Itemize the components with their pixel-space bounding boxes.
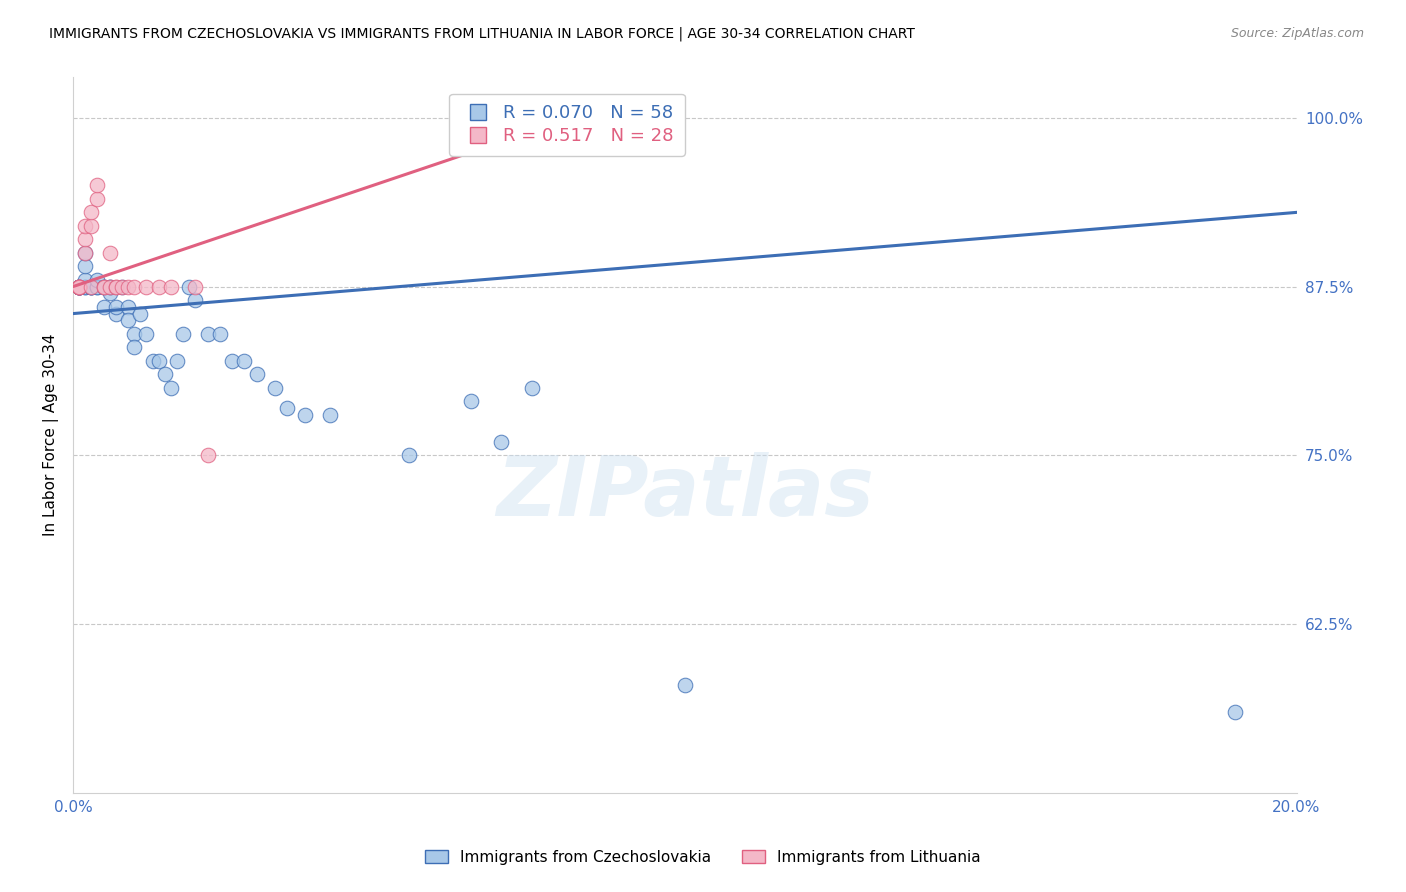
Point	[98, 245, 121, 260]
Point	[166, 353, 188, 368]
Point	[111, 279, 134, 293]
Point	[67, 279, 90, 293]
Point	[80, 279, 103, 293]
Point	[104, 279, 127, 293]
Point	[197, 326, 219, 341]
Point	[172, 326, 194, 341]
Point	[86, 279, 108, 293]
Point	[67, 279, 90, 293]
Text: Source: ZipAtlas.com: Source: ZipAtlas.com	[1230, 27, 1364, 40]
Point	[80, 219, 103, 233]
Point	[80, 205, 103, 219]
Text: ZIPatlas: ZIPatlas	[496, 451, 873, 533]
Point	[160, 279, 183, 293]
Point	[141, 353, 163, 368]
Point	[129, 307, 152, 321]
Point	[135, 326, 157, 341]
Point	[98, 286, 121, 301]
Point	[208, 326, 231, 341]
Point	[67, 279, 90, 293]
Point	[67, 279, 90, 293]
Point	[520, 111, 543, 125]
Point	[75, 279, 97, 293]
Point	[184, 293, 207, 307]
Point	[67, 279, 90, 293]
Point	[264, 381, 287, 395]
Point	[67, 279, 90, 293]
Point	[153, 368, 176, 382]
Point	[160, 381, 183, 395]
Point	[398, 448, 420, 462]
Point	[148, 279, 170, 293]
Point	[117, 300, 139, 314]
Point	[197, 448, 219, 462]
Point	[86, 279, 108, 293]
Point	[1225, 705, 1247, 719]
Point	[98, 279, 121, 293]
Point	[221, 353, 243, 368]
Legend: R = 0.070   N = 58, R = 0.517   N = 28: R = 0.070 N = 58, R = 0.517 N = 28	[449, 94, 685, 156]
Point	[75, 260, 97, 274]
Point	[67, 279, 90, 293]
Point	[67, 279, 90, 293]
Point	[122, 326, 145, 341]
Point	[80, 279, 103, 293]
Point	[460, 394, 482, 409]
Point	[104, 300, 127, 314]
Point	[491, 434, 513, 449]
Point	[122, 279, 145, 293]
Point	[67, 279, 90, 293]
Point	[104, 307, 127, 321]
Point	[86, 273, 108, 287]
Point	[319, 408, 342, 422]
Point	[93, 279, 115, 293]
Point	[75, 219, 97, 233]
Point	[93, 279, 115, 293]
Point	[117, 279, 139, 293]
Point	[75, 245, 97, 260]
Point	[86, 178, 108, 193]
Point	[135, 279, 157, 293]
Text: IMMIGRANTS FROM CZECHOSLOVAKIA VS IMMIGRANTS FROM LITHUANIA IN LABOR FORCE | AGE: IMMIGRANTS FROM CZECHOSLOVAKIA VS IMMIGR…	[49, 27, 915, 41]
Point	[98, 279, 121, 293]
Point	[67, 279, 90, 293]
Point	[93, 279, 115, 293]
Point	[80, 279, 103, 293]
Point	[98, 279, 121, 293]
Point	[294, 408, 316, 422]
Point	[673, 678, 696, 692]
Y-axis label: In Labor Force | Age 30-34: In Labor Force | Age 30-34	[44, 334, 59, 536]
Point	[80, 279, 103, 293]
Point	[245, 368, 267, 382]
Point	[93, 300, 115, 314]
Point	[67, 279, 90, 293]
Point	[148, 353, 170, 368]
Point	[520, 381, 543, 395]
Legend: Immigrants from Czechoslovakia, Immigrants from Lithuania: Immigrants from Czechoslovakia, Immigran…	[419, 844, 987, 871]
Point	[122, 340, 145, 354]
Point	[80, 279, 103, 293]
Point	[67, 279, 90, 293]
Point	[86, 192, 108, 206]
Point	[233, 353, 256, 368]
Point	[75, 245, 97, 260]
Point	[117, 313, 139, 327]
Point	[67, 279, 90, 293]
Point	[93, 279, 115, 293]
Point	[111, 279, 134, 293]
Point	[276, 401, 298, 415]
Point	[75, 273, 97, 287]
Point	[104, 279, 127, 293]
Point	[75, 232, 97, 246]
Point	[184, 279, 207, 293]
Point	[179, 279, 201, 293]
Point	[75, 279, 97, 293]
